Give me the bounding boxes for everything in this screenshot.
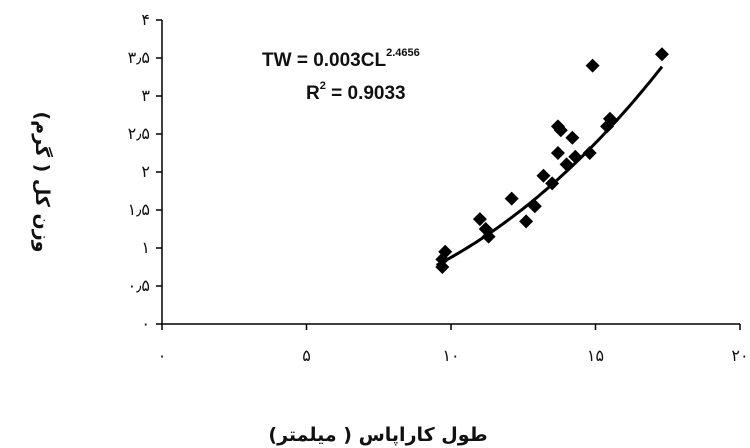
x-axis-ticks: ۰ ۵ ۱۰ ۱۵ ۲۰: [158, 324, 749, 365]
y-tick-label: ۱٫۵: [128, 200, 150, 219]
data-point: [519, 214, 534, 229]
data-point: [654, 47, 669, 62]
y-tick-label: ۳: [141, 86, 150, 105]
data-point: [550, 146, 565, 160]
data-point: [559, 157, 574, 172]
y-axis-ticks: ۰ ۰٫۵ ۱ ۱٫۵ ۲ ۲٫۵ ۳ ۳٫۵ ۴: [128, 10, 162, 333]
trendline-equation: TW = 0.003CL2.4656: [262, 47, 420, 71]
y-tick-label: ۰٫۵: [128, 276, 150, 295]
x-tick-label: ۰: [158, 346, 167, 365]
data-point: [504, 191, 519, 206]
y-tick-label: ۱: [141, 238, 150, 257]
data-point: [472, 212, 487, 227]
data-point: [565, 130, 580, 145]
data-point: [568, 149, 583, 164]
data-points: [435, 47, 669, 274]
x-tick-label: ۲۰: [731, 346, 748, 365]
data-point: [435, 260, 450, 274]
x-tick-label: ۵: [302, 346, 311, 365]
x-axis-title: طول کاراپاس ( میلمتر): [268, 424, 487, 446]
data-point: [545, 176, 560, 191]
data-point: [602, 111, 617, 126]
data-point: [553, 123, 568, 138]
y-tick-label: ۲: [141, 162, 150, 181]
r-squared-label: R2 = 0.9033: [306, 80, 406, 104]
y-tick-label: ۰: [141, 314, 150, 333]
y-axis-title: وزن کل ( گرم): [31, 112, 54, 253]
data-point: [481, 229, 496, 244]
data-point: [585, 58, 600, 73]
x-tick-label: ۱۵: [587, 346, 604, 365]
y-tick-label: ۲٫۵: [128, 124, 150, 143]
data-point: [536, 168, 551, 183]
data-point: [582, 146, 597, 160]
y-tick-label: ۴: [141, 10, 150, 29]
x-tick-label: ۱۰: [442, 346, 459, 365]
data-point: [527, 199, 542, 214]
power-trendline: [435, 65, 664, 267]
data-point: [438, 244, 453, 259]
y-tick-label: ۳٫۵: [128, 48, 150, 67]
